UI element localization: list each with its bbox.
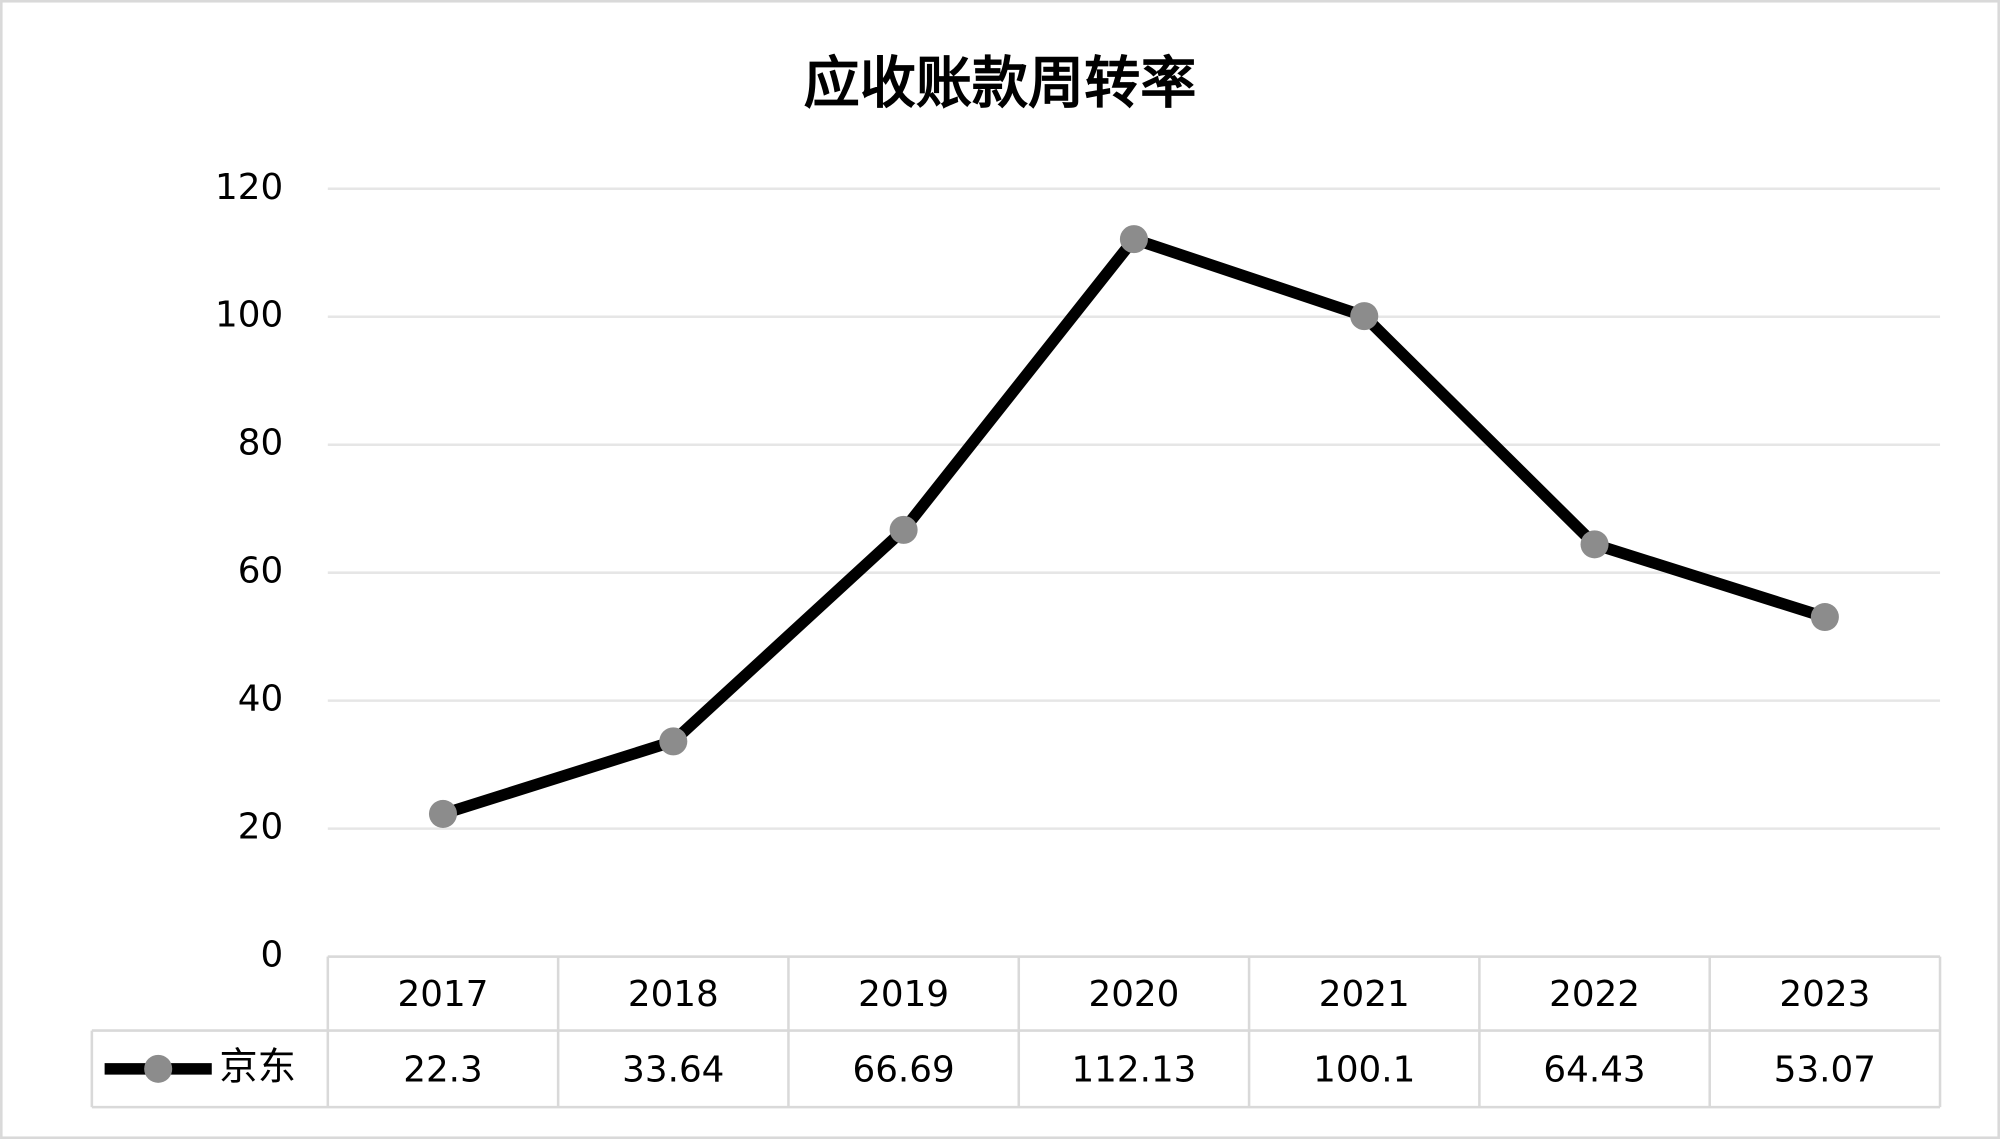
table-value: 64.43 [1543,1049,1645,1090]
table-value: 33.64 [622,1049,724,1090]
chart-title: 应收账款周转率 [804,51,1197,116]
x-tick-label: 2022 [1549,974,1640,1015]
data-marker [1580,530,1609,559]
y-tick-label: 80 [238,423,283,464]
data-marker [889,515,918,544]
x-tick-label: 2023 [1779,974,1870,1015]
data-marker [1810,603,1839,632]
y-tick-label: 0 [260,935,283,976]
x-tick-label: 2020 [1088,974,1179,1015]
data-marker [428,799,458,828]
table-value: 100.1 [1313,1049,1415,1090]
y-tick-label: 40 [238,679,283,720]
y-tick-label: 60 [238,551,283,592]
y-tick-label: 120 [215,167,283,208]
y-tick-label: 20 [238,807,283,848]
table-value: 53.07 [1774,1049,1876,1090]
data-marker [1350,302,1379,331]
data-marker [1119,225,1148,254]
table-value: 66.69 [853,1049,955,1090]
y-tick-label: 100 [215,295,283,336]
legend-marker [144,1054,173,1083]
x-tick-label: 2018 [628,974,719,1015]
x-tick-label: 2021 [1319,974,1410,1015]
table-value: 112.13 [1071,1049,1196,1090]
x-tick-label: 2017 [398,974,489,1015]
x-tick-label: 2019 [858,974,949,1015]
legend-label: 京东 [219,1044,295,1089]
table-value: 22.3 [403,1049,483,1090]
data-marker [659,727,688,756]
